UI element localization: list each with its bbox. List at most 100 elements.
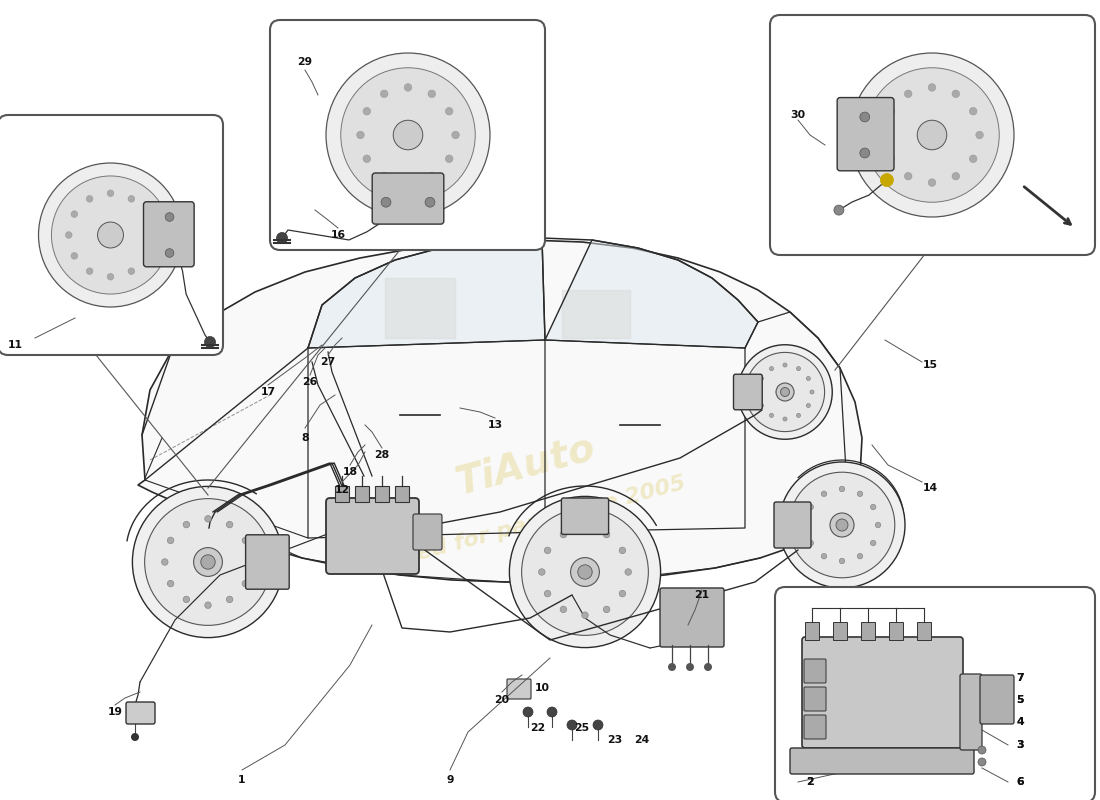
FancyBboxPatch shape [507, 679, 531, 699]
Circle shape [341, 68, 475, 202]
Circle shape [952, 173, 959, 180]
Circle shape [839, 486, 845, 492]
Text: 23: 23 [607, 735, 623, 745]
Text: 25: 25 [574, 723, 590, 733]
Bar [355, 486, 368, 502]
Polygon shape [544, 240, 758, 348]
Circle shape [887, 107, 894, 115]
Circle shape [184, 596, 189, 602]
Circle shape [167, 580, 174, 587]
Bar [805, 622, 820, 640]
Circle shape [839, 558, 845, 564]
Circle shape [72, 253, 78, 259]
Circle shape [547, 707, 557, 717]
Bar [395, 486, 409, 502]
Polygon shape [385, 278, 455, 338]
Text: 27: 27 [320, 357, 336, 367]
Circle shape [865, 68, 999, 202]
Circle shape [756, 390, 760, 394]
FancyBboxPatch shape [770, 15, 1094, 255]
Circle shape [539, 569, 544, 575]
Circle shape [205, 515, 211, 522]
Circle shape [686, 663, 694, 671]
Text: 20: 20 [494, 695, 509, 705]
Text: 26: 26 [302, 377, 318, 387]
Circle shape [509, 496, 661, 648]
Circle shape [86, 268, 92, 274]
FancyBboxPatch shape [804, 715, 826, 739]
Circle shape [52, 176, 169, 294]
Circle shape [746, 352, 825, 432]
FancyBboxPatch shape [561, 498, 608, 534]
Circle shape [808, 504, 814, 510]
Circle shape [201, 555, 216, 570]
Text: 21: 21 [694, 590, 710, 600]
Circle shape [381, 198, 390, 207]
Circle shape [165, 213, 174, 222]
Text: a need for part since 2005: a need for part since 2005 [362, 473, 688, 578]
Circle shape [582, 612, 588, 618]
Circle shape [917, 120, 947, 150]
Text: 5: 5 [1016, 695, 1024, 705]
FancyBboxPatch shape [980, 675, 1014, 724]
Circle shape [356, 131, 364, 138]
Text: 9: 9 [447, 775, 453, 785]
Circle shape [593, 720, 603, 730]
Circle shape [836, 519, 848, 531]
Circle shape [834, 205, 844, 215]
Circle shape [789, 472, 894, 578]
Text: 17: 17 [261, 387, 276, 397]
Circle shape [132, 486, 284, 638]
Circle shape [128, 195, 134, 202]
Circle shape [363, 155, 371, 162]
Circle shape [452, 131, 460, 138]
Circle shape [428, 173, 436, 180]
Circle shape [393, 120, 422, 150]
Bar [861, 622, 875, 640]
FancyBboxPatch shape [372, 173, 443, 224]
Circle shape [928, 178, 936, 186]
Circle shape [242, 537, 249, 544]
FancyBboxPatch shape [270, 20, 544, 250]
Circle shape [796, 414, 801, 418]
Text: 2: 2 [806, 777, 814, 787]
Text: 29: 29 [297, 57, 312, 67]
Text: 16: 16 [330, 230, 345, 240]
Circle shape [604, 606, 609, 613]
Circle shape [143, 253, 150, 259]
Text: 12: 12 [334, 485, 350, 495]
Circle shape [566, 720, 578, 730]
Circle shape [830, 513, 854, 537]
Circle shape [881, 131, 888, 138]
FancyBboxPatch shape [774, 502, 811, 548]
Circle shape [810, 390, 814, 394]
Circle shape [870, 540, 876, 546]
Circle shape [860, 112, 870, 122]
Circle shape [870, 504, 876, 510]
Circle shape [578, 565, 592, 579]
FancyBboxPatch shape [960, 674, 982, 750]
Circle shape [969, 155, 977, 162]
Circle shape [248, 558, 254, 566]
Circle shape [205, 337, 216, 347]
Text: 6: 6 [1016, 777, 1024, 787]
Text: 7: 7 [1016, 673, 1024, 683]
Circle shape [770, 366, 773, 370]
Text: 15: 15 [923, 360, 937, 370]
Circle shape [446, 107, 453, 115]
Circle shape [162, 558, 168, 566]
Circle shape [39, 163, 183, 307]
Circle shape [446, 155, 453, 162]
Circle shape [704, 663, 712, 671]
Circle shape [65, 232, 73, 238]
Circle shape [803, 522, 808, 528]
Circle shape [857, 554, 862, 559]
Circle shape [978, 758, 986, 766]
Bar [375, 486, 389, 502]
Circle shape [582, 526, 588, 532]
Circle shape [544, 547, 551, 554]
Circle shape [857, 491, 862, 497]
Circle shape [783, 363, 786, 367]
Circle shape [904, 173, 912, 180]
Circle shape [976, 131, 983, 138]
